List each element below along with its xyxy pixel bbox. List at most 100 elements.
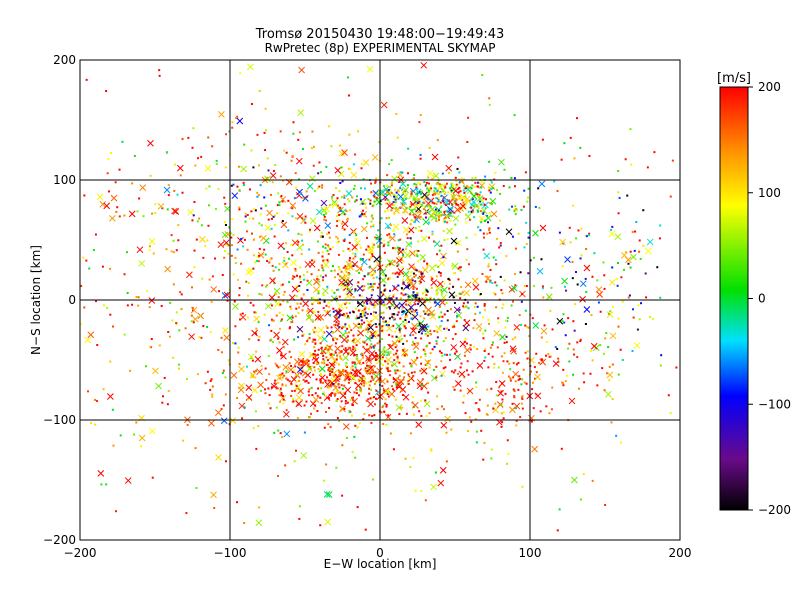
echo-point: [420, 337, 423, 340]
echo-point: [361, 356, 364, 359]
echo-point: [443, 185, 446, 188]
echo-x-marker: [454, 380, 462, 387]
echo-point: [374, 269, 377, 272]
echo-point: [345, 301, 348, 304]
echo-point: [495, 394, 498, 397]
echo-x-marker: [534, 373, 541, 381]
echo-point: [447, 207, 450, 210]
echo-point: [416, 188, 419, 191]
echo-point: [603, 389, 606, 392]
echo-point: [410, 203, 413, 206]
echo-point: [387, 414, 390, 417]
echo-point: [363, 381, 366, 384]
echo-point: [302, 378, 305, 381]
echo-point: [456, 250, 459, 253]
echo-point: [363, 213, 366, 216]
echo-point: [500, 412, 503, 415]
echo-point: [644, 272, 647, 275]
echo-point: [537, 187, 540, 190]
echo-point: [285, 262, 288, 265]
echo-point: [446, 238, 449, 241]
echo-point: [467, 210, 470, 213]
echo-point: [436, 336, 439, 339]
echo-point: [427, 182, 430, 185]
echo-point: [227, 359, 230, 362]
echo-x-marker: [354, 239, 361, 247]
echo-point: [125, 251, 128, 254]
echo-point: [392, 313, 395, 316]
echo-x-marker: [240, 165, 247, 173]
echo-point: [209, 331, 212, 334]
echo-point: [412, 413, 415, 416]
echo-point: [344, 369, 347, 372]
echo-point: [272, 340, 275, 343]
echo-point: [490, 203, 493, 206]
echo-point: [454, 333, 457, 336]
echo-point: [387, 370, 390, 373]
echo-point: [642, 244, 645, 247]
echo-point: [390, 184, 393, 187]
echo-point: [305, 379, 308, 382]
echo-point: [410, 365, 413, 368]
echo-x-marker: [423, 400, 431, 408]
echo-point: [556, 347, 559, 350]
echo-point: [487, 318, 490, 321]
echo-point: [244, 215, 247, 218]
echo-point: [238, 362, 241, 365]
echo-point: [671, 159, 674, 162]
echo-point: [427, 191, 430, 194]
echo-point: [279, 400, 282, 403]
echo-point: [630, 163, 633, 166]
echo-point: [431, 277, 434, 280]
echo-x-marker: [513, 402, 521, 410]
echo-point: [234, 325, 237, 328]
echo-point: [207, 224, 210, 227]
echo-point: [191, 286, 194, 289]
echo-x-marker: [223, 291, 231, 299]
echo-point: [560, 158, 563, 161]
echo-point: [338, 268, 341, 271]
echo-point: [391, 313, 394, 316]
echo-point: [370, 285, 373, 288]
echo-point: [590, 314, 593, 317]
echo-point: [427, 314, 430, 317]
echo-point: [383, 354, 386, 357]
echo-point: [435, 376, 438, 379]
echo-point: [397, 251, 400, 254]
echo-point: [331, 197, 334, 200]
echo-point: [395, 335, 398, 338]
echo-point: [322, 307, 325, 310]
echo-point: [474, 194, 477, 197]
echo-point: [307, 390, 310, 393]
echo-point: [170, 250, 173, 253]
echo-point: [638, 250, 641, 253]
echo-point: [450, 428, 453, 431]
echo-x-marker: [342, 354, 349, 362]
echo-point: [396, 313, 399, 316]
echo-point: [373, 306, 376, 309]
echo-point: [371, 368, 374, 371]
echo-point: [434, 192, 437, 195]
echo-point: [316, 410, 319, 413]
echo-point: [220, 336, 223, 339]
echo-point: [412, 456, 415, 459]
echo-x-marker: [313, 278, 320, 286]
echo-point: [145, 365, 148, 368]
echo-point: [294, 315, 297, 318]
echo-point: [428, 366, 431, 369]
echo-point: [354, 255, 357, 258]
echo-point: [492, 256, 495, 259]
echo-point: [359, 214, 362, 217]
echo-point: [427, 391, 430, 394]
echo-point: [370, 215, 373, 218]
echo-x-marker: [306, 365, 313, 373]
echo-point: [511, 338, 514, 341]
echo-point: [230, 232, 233, 235]
echo-x-marker: [312, 356, 320, 364]
echo-x-marker: [199, 236, 206, 243]
echo-point: [438, 197, 441, 200]
echo-point: [440, 289, 443, 292]
echo-point: [441, 405, 444, 408]
echo-x-marker: [342, 423, 350, 430]
echo-point: [426, 198, 429, 201]
